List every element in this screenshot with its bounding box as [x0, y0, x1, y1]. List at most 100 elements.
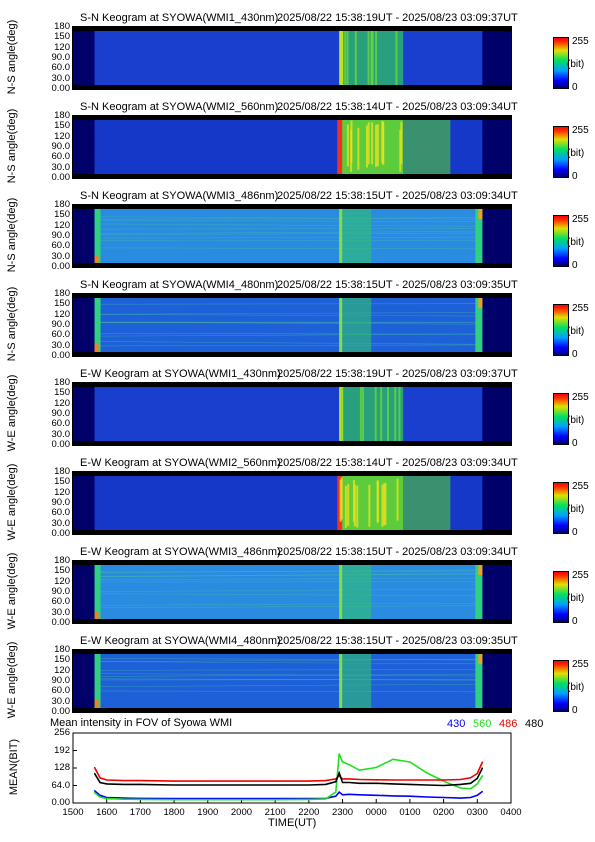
data-point-430: [426, 796, 428, 798]
data-point-430: [99, 794, 101, 796]
data-point-480: [481, 767, 483, 769]
panel-title: S-N Keogram at SYOWA(WMI3_486nm): [80, 190, 279, 202]
colorbar-unit-label: (bit): [567, 504, 585, 515]
panel-y-tick-label: 120: [54, 308, 70, 320]
panel-title: E-W Keogram at SYOWA(WMI2_560nm): [80, 457, 281, 469]
panel-frame: [72, 382, 512, 446]
data-point-480: [426, 784, 428, 786]
data-point-560: [122, 798, 125, 800]
data-point-486: [358, 778, 360, 781]
panel-time-range: 2025/08/22 15:38:15UT - 2025/08/23 03:09…: [277, 279, 518, 291]
chart-x-tick-label: 0200: [433, 807, 455, 818]
data-point-486: [392, 779, 394, 781]
panel-y-axis-label: W-E angle(deg): [6, 552, 18, 630]
series-line-430: [94, 790, 483, 800]
panel-y-tick-label: 30.0: [51, 428, 71, 440]
panel-y-tick-label: 120: [54, 41, 70, 53]
chart-frame: [72, 732, 512, 804]
chart-x-tick-label: 1600: [96, 807, 118, 818]
panel-y-tick-label: 120: [54, 486, 70, 498]
data-point-486: [308, 780, 310, 782]
panel-y-tick-label: 180: [54, 377, 70, 388]
panel-y-tick-label: 60.0: [51, 507, 71, 519]
colorbar-unit-label: (bit): [567, 682, 585, 693]
data-point-430: [409, 795, 411, 797]
colorbar-min-label: 0: [572, 527, 578, 538]
panel-y-tick-label: 0.00: [51, 617, 71, 628]
chart-y-tick-label: 128: [54, 762, 70, 773]
panel-frame: [72, 560, 512, 624]
panel-y-tick-label: 30.0: [51, 72, 71, 84]
keogram-image: [73, 27, 511, 89]
panel-y-tick-label: 90.0: [51, 408, 71, 419]
data-point-480: [476, 777, 478, 779]
data-point-560: [348, 764, 350, 766]
data-point-486: [207, 780, 209, 782]
panel-title: S-N Keogram at SYOWA(WMI1_430nm): [80, 12, 279, 24]
data-point-560: [481, 775, 483, 777]
panel-y-tick-label: 90.0: [51, 586, 71, 597]
data-point-480: [207, 784, 209, 786]
data-point-430: [348, 793, 350, 795]
panel-y-tick-label: 120: [54, 575, 70, 587]
data-point-480: [375, 782, 377, 784]
panel-time-range: 2025/08/22 15:38:19UT - 2025/08/23 03:09…: [277, 368, 518, 380]
data-point-560: [338, 753, 340, 755]
panel-y-tick-label: 120: [54, 130, 70, 142]
data-point-486: [443, 779, 445, 781]
panel-y-tick-label: 90.0: [51, 52, 71, 63]
colorbar-min-label: 0: [572, 438, 578, 449]
panel-y-tick-label: 60.0: [51, 151, 71, 163]
data-point-486: [375, 779, 377, 781]
colorbar-max-label: 255: [572, 303, 589, 314]
panel-y-tick-label: 120: [54, 397, 70, 409]
panel-y-tick-label: 30.0: [51, 250, 71, 262]
data-point-430: [358, 794, 360, 796]
panel-frame: [72, 26, 512, 90]
data-point-560: [207, 799, 209, 801]
panel-y-tick-label: 120: [54, 664, 70, 676]
data-point-486: [139, 779, 141, 782]
data-point-480: [341, 781, 344, 784]
colorbar-max-label: 255: [572, 36, 589, 47]
panel-y-tick-label: 30.0: [51, 695, 71, 707]
data-point-480: [409, 783, 411, 786]
panel-y-tick-label: 150: [54, 31, 70, 43]
colorbar-unit-label: (bit): [567, 326, 585, 337]
data-point-480: [459, 783, 462, 786]
panel-title: E-W Keogram at SYOWA(WMI4_480nm): [80, 635, 281, 647]
data-point-560: [426, 772, 428, 774]
panel-y-tick-label: 60.0: [51, 685, 71, 697]
panel-y-tick-label: 0.00: [51, 706, 71, 717]
legend-entry-480: 480: [525, 718, 544, 730]
data-point-480: [469, 782, 472, 784]
panel-time-range: 2025/08/22 15:38:15UT - 2025/08/23 03:09…: [277, 635, 518, 647]
panel-y-tick-label: 90.0: [51, 497, 71, 508]
data-point-486: [459, 778, 462, 781]
data-point-486: [409, 779, 411, 781]
colorbar: [553, 215, 569, 267]
data-point-486: [481, 761, 483, 763]
chart-y-tick-label: 256: [54, 727, 70, 738]
data-point-430: [392, 795, 394, 797]
panel-frame: [72, 204, 512, 268]
panel-y-tick-label: 0.00: [51, 261, 71, 272]
chart-x-tick-label: 0400: [500, 807, 522, 818]
colorbar: [553, 126, 569, 178]
panel-y-tick-label: 30.0: [51, 606, 71, 618]
data-point-486: [341, 778, 344, 780]
data-point-480: [392, 783, 394, 785]
data-point-430: [375, 794, 377, 796]
panel-y-axis-label: W-E angle(deg): [6, 641, 18, 719]
data-point-480: [99, 781, 101, 784]
data-point-480: [335, 781, 337, 783]
data-point-560: [106, 798, 108, 800]
colorbar: [553, 660, 569, 712]
panel-y-tick-label: 180: [54, 644, 70, 655]
panel-frame: [72, 649, 512, 713]
panel-y-tick-label: 150: [54, 298, 70, 310]
data-point-560: [93, 792, 96, 794]
panel-title: E-W Keogram at SYOWA(WMI1_430nm): [80, 368, 281, 380]
colorbar-min-label: 0: [572, 705, 578, 716]
panel-y-tick-label: 180: [54, 199, 70, 210]
